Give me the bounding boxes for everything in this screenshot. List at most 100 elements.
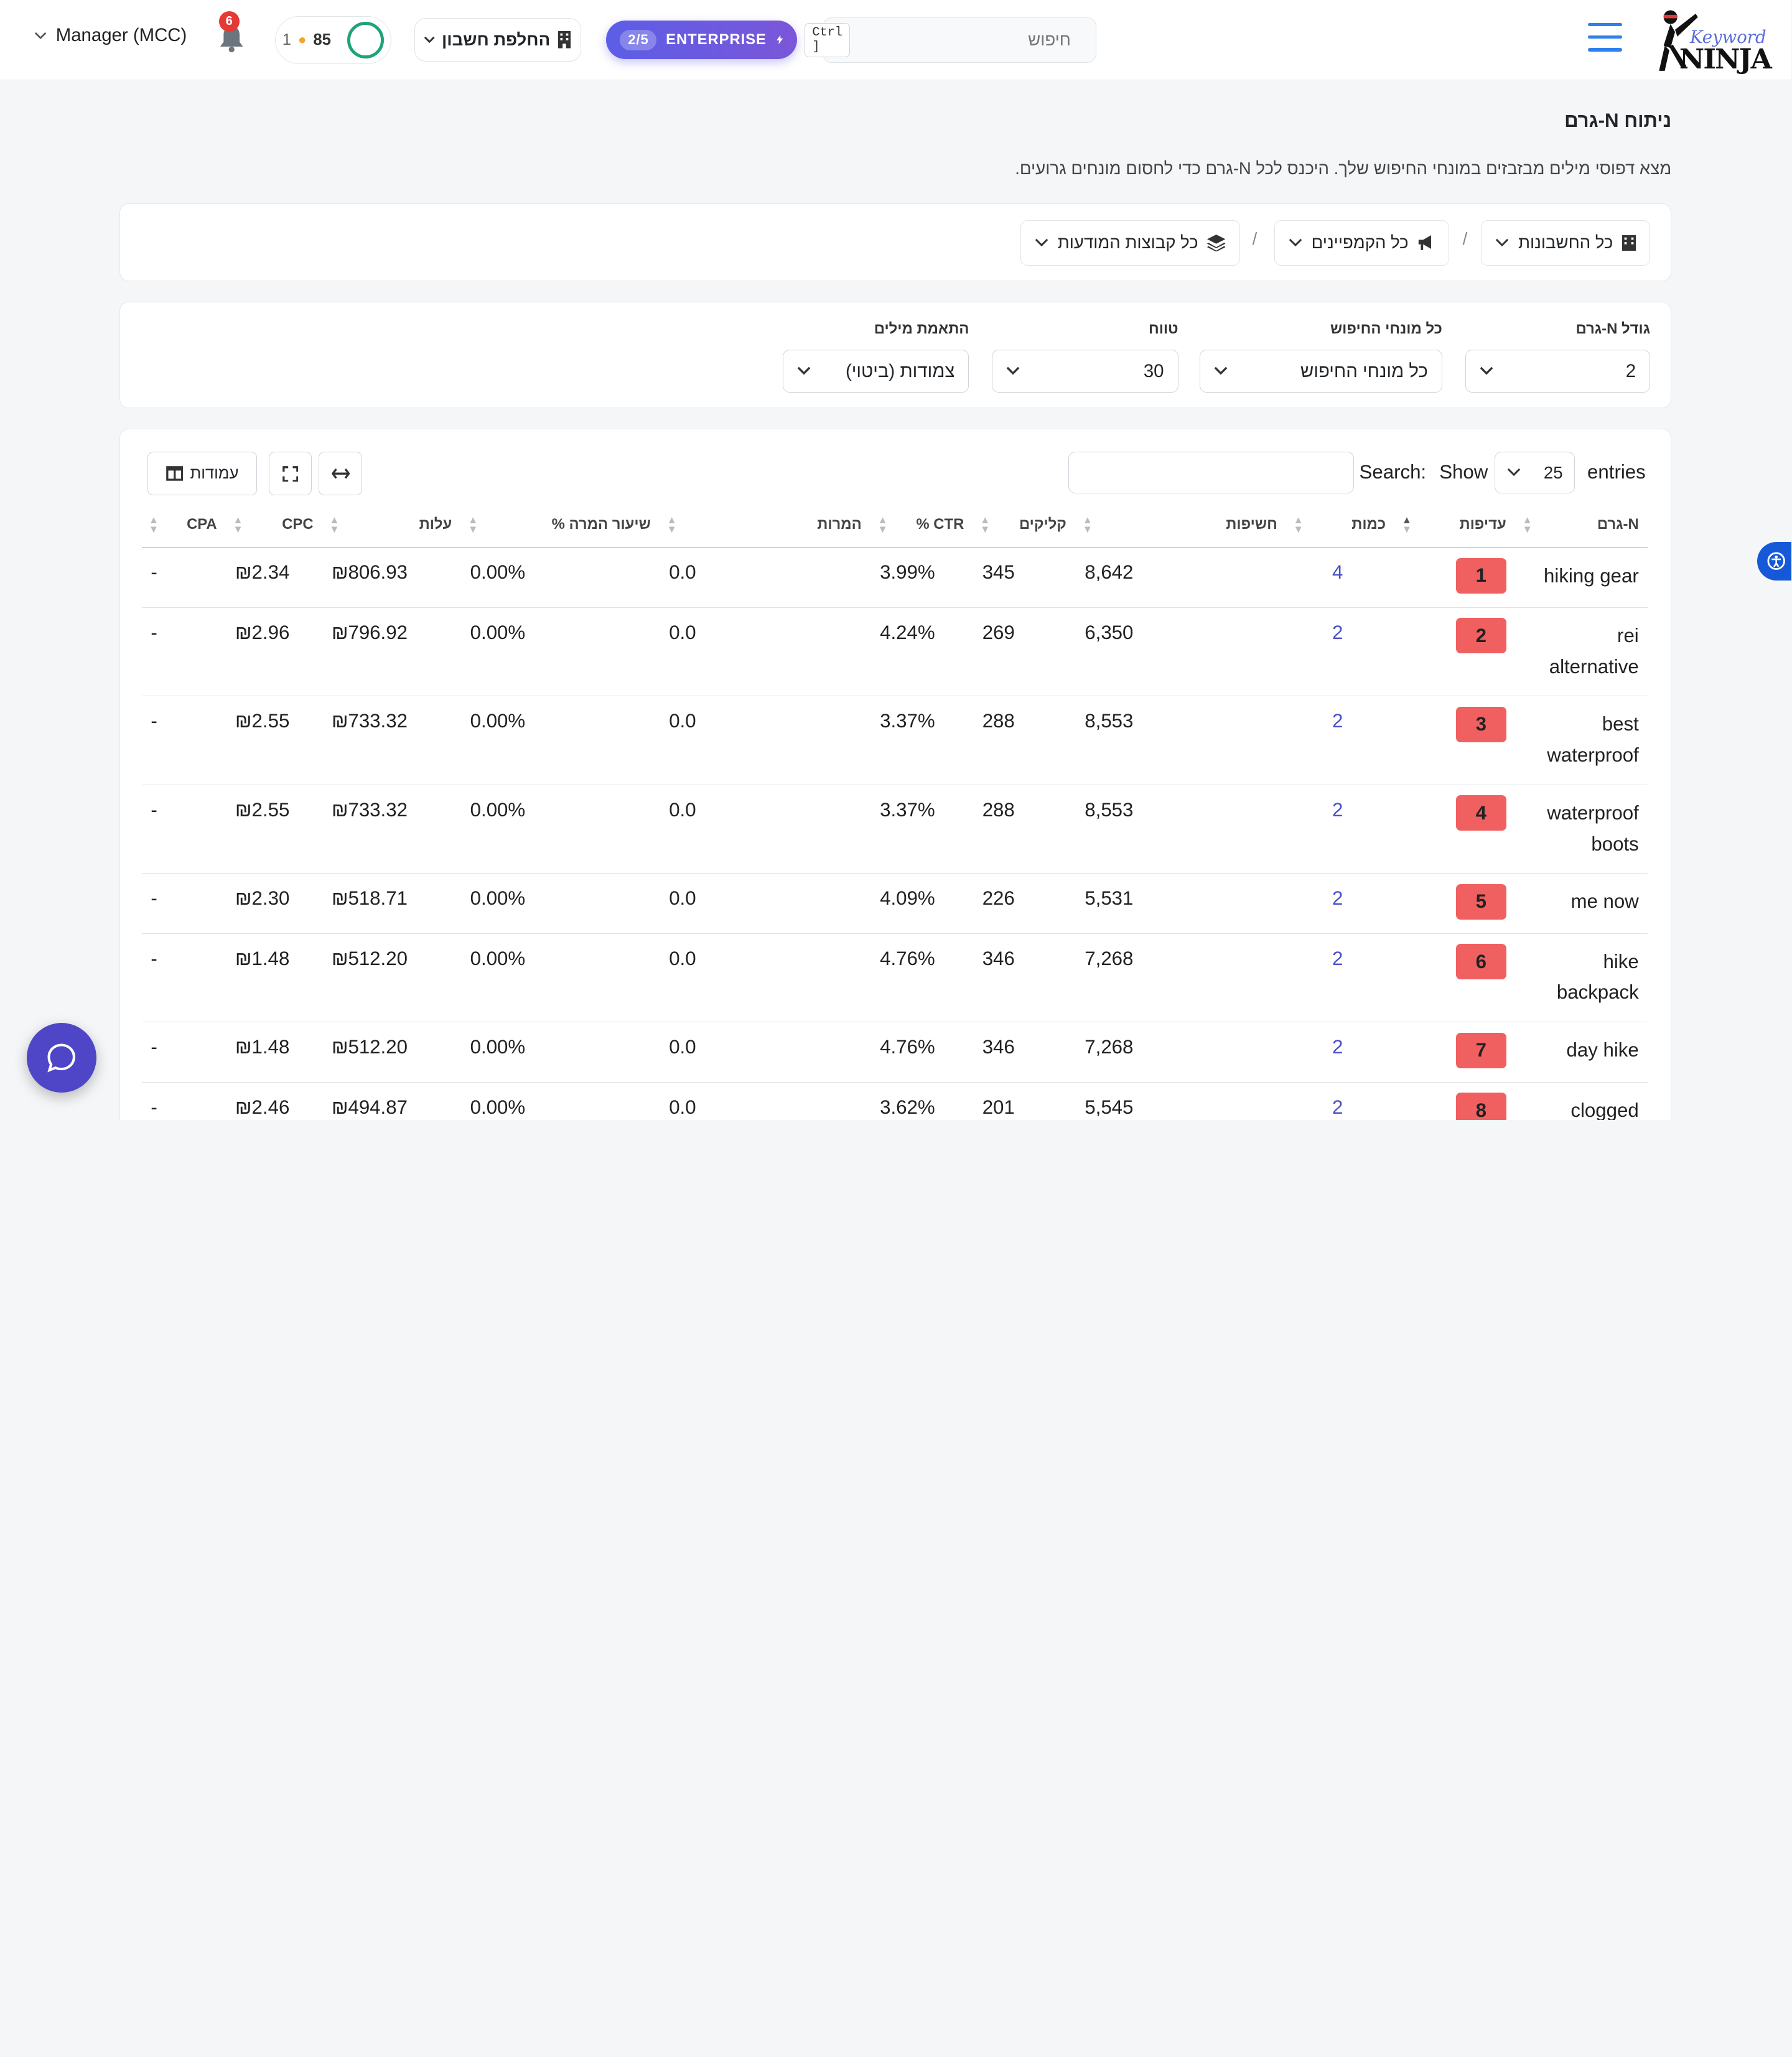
cell-priority: 7 (1395, 1022, 1516, 1083)
campaigns-filter[interactable]: כל הקמפיינים (1274, 220, 1450, 266)
cell-cost: ₪806.93 (323, 547, 462, 608)
column-header-ctr[interactable]: CTR % ▲ ▼ (871, 506, 974, 548)
cell-ngram[interactable]: hike backpack (1516, 933, 1649, 1023)
cell-ngram[interactable]: hiking gear (1516, 547, 1649, 608)
cell-ngram[interactable]: day hike (1516, 1022, 1649, 1083)
chevron-down-icon (798, 366, 811, 375)
table-row[interactable]: rei alternative 2 2 6,350 269 4.24% 0.0 0.00% ₪7… (142, 607, 1649, 697)
cell-ngram[interactable]: clogged drain (1516, 1082, 1649, 1120)
global-search[interactable]: Ctrl ] (805, 17, 1098, 63)
table-body: hiking gear 1 4 8,642 345 3.99% 0.0 0.00% ₪806.9… (142, 547, 1649, 1120)
search-input[interactable] (850, 30, 1071, 50)
search-terms-label: כל מונחי החיפוש (1330, 320, 1443, 338)
menu-toggle-button[interactable] (1589, 22, 1623, 55)
column-header-ngram[interactable]: N-גרם ▲ ▼ (1516, 506, 1649, 548)
range-select[interactable]: 30 (992, 349, 1179, 393)
cell-count[interactable]: 2 (1287, 607, 1396, 697)
cell-priority: 2 (1395, 607, 1516, 697)
column-header-count[interactable]: כמות ▲ ▼ (1287, 506, 1396, 548)
column-header-cpc[interactable]: CPC ▲ ▼ (226, 506, 324, 548)
cell-count[interactable]: 2 (1287, 696, 1396, 785)
column-header-label: CPC (282, 516, 314, 533)
enterprise-plan-button[interactable]: 2/5 ENTERPRISE (607, 21, 798, 60)
page-size-select[interactable]: 25 (1495, 452, 1575, 493)
table-row[interactable]: hike backpack 6 2 7,268 346 4.76% 0.0 0.00% ₪512… (142, 933, 1649, 1023)
cell-count[interactable]: 4 (1287, 547, 1396, 608)
cell-count[interactable]: 2 (1287, 785, 1396, 874)
cell-ngram[interactable]: best waterproof (1516, 696, 1649, 785)
cell-cost: ₪733.32 (323, 785, 462, 874)
cell-clicks: 269 (974, 607, 1076, 697)
accounts-filter[interactable]: כל החשבונות (1482, 220, 1651, 266)
ngram-size-select[interactable]: 2 (1465, 349, 1651, 393)
breadcrumb-separator: / (1463, 229, 1468, 249)
cell-ngram[interactable]: waterproof boots (1516, 785, 1649, 874)
sort-arrows-icon: ▲ ▼ (233, 514, 244, 536)
sort-arrows-icon: ▲ ▼ (330, 514, 340, 536)
table-search-input[interactable] (1069, 452, 1355, 493)
chevron-down-icon (1035, 238, 1049, 247)
building-icon (559, 31, 572, 49)
cell-count[interactable]: 2 (1287, 933, 1396, 1023)
cell-impressions: 8,553 (1076, 785, 1287, 874)
count-link[interactable]: 2 (1332, 947, 1344, 969)
cell-clicks: 346 (974, 1022, 1076, 1083)
cell-conversions: 0.0 (660, 933, 872, 1023)
fullscreen-button[interactable] (269, 452, 313, 496)
count-link[interactable]: 2 (1332, 1096, 1344, 1118)
table-header-row: N-גרם ▲ ▼ עדיפות ▲ ▼ כמות ▲ ▼ חשיפות ▲ ▼ קליקים ▲ ▼ CTR… (142, 506, 1649, 548)
cell-count[interactable]: 2 (1287, 873, 1396, 934)
table-row[interactable]: best waterproof 3 2 8,553 288 3.37% 0.0 0.00% ₪7… (142, 696, 1649, 785)
account-selector[interactable]: Manager (MCC) (35, 25, 187, 46)
count-link[interactable]: 2 (1332, 710, 1344, 732)
table-row[interactable]: waterproof boots 4 2 8,553 288 3.37% 0.0 0.00% ₪… (142, 785, 1649, 874)
column-header-conv-rate[interactable]: שיעור המרה % ▲ ▼ (461, 506, 661, 548)
accessibility-button[interactable] (1757, 541, 1792, 581)
column-header-cost[interactable]: עלות ▲ ▼ (323, 506, 462, 548)
logo-ninja-text: NINJA (1679, 43, 1773, 75)
notifications-button[interactable]: 6 (217, 11, 245, 55)
cell-count[interactable]: 2 (1287, 1022, 1396, 1083)
ad-groups-filter[interactable]: כל קבוצות המודעות (1020, 220, 1241, 266)
cell-count[interactable]: 2 (1287, 1082, 1396, 1120)
top-bar: Keyword NINJA Ctrl ] 2/5 ENTERPRISE (0, 0, 1792, 80)
columns-icon (167, 466, 184, 482)
cell-cost: ₪796.92 (323, 607, 462, 697)
column-header-impressions[interactable]: חשיפות ▲ ▼ (1076, 506, 1287, 548)
word-match-select[interactable]: צמודות (ביטוי) (783, 349, 970, 393)
column-header-clicks[interactable]: קליקים ▲ ▼ (974, 506, 1076, 548)
app: Keyword NINJA Ctrl ] 2/5 ENTERPRISE (0, 0, 1792, 1120)
table-row[interactable]: clogged drain 8 2 5,5452013.62%0.00.00%₪494… (142, 1082, 1649, 1120)
column-header-cpa[interactable]: CPA ▲ ▼ (142, 506, 227, 548)
chat-button[interactable] (27, 1022, 98, 1093)
cell-ctr: 3.37% (871, 696, 974, 785)
column-header-priority[interactable]: עדיפות ▲ ▼ (1395, 506, 1516, 548)
score-widget[interactable]: 1 ● 85 (275, 16, 393, 64)
column-header-label: CTR % (917, 516, 965, 533)
cell-priority: 3 (1395, 696, 1516, 785)
columns-button[interactable]: עמודות (147, 452, 258, 496)
cell-ngram[interactable]: rei alternative (1516, 607, 1649, 697)
cell-cost: ₪512.20 (323, 1022, 462, 1083)
ngram-size-label: גודל N-גרם (1576, 320, 1651, 338)
page-subtitle: מצא דפוסי מילים מבזבזים במונחי החיפוש של… (1015, 159, 1673, 179)
column-header-conversions[interactable]: המרות ▲ ▼ (660, 506, 872, 548)
cell-ngram[interactable]: me now (1516, 873, 1649, 934)
count-link[interactable]: 2 (1332, 798, 1344, 821)
count-link[interactable]: 2 (1332, 1036, 1344, 1058)
ngram-table: N-גרם ▲ ▼ עדיפות ▲ ▼ כמות ▲ ▼ חשיפות ▲ ▼ קליקים ▲ ▼ CTR… (142, 506, 1649, 1120)
count-link[interactable]: 4 (1332, 561, 1344, 584)
width-toggle-button[interactable] (319, 452, 363, 496)
count-link[interactable]: 2 (1332, 887, 1344, 910)
fire-icon: ● (299, 32, 307, 48)
count-link[interactable]: 2 (1332, 621, 1344, 643)
plan-label: ENTERPRISE (666, 31, 767, 49)
table-row[interactable]: me now 5 2 5,531 226 4.09% 0.0 0.00% ₪518.71 ₪2.3… (142, 873, 1649, 934)
table-row[interactable]: day hike 7 2 7,268 346 4.76% 0.0 0.00% ₪512.20 ₪1… (142, 1022, 1649, 1083)
search-terms-select[interactable]: כל מונחי החיפוש (1200, 349, 1443, 393)
switch-account-button[interactable]: החלפת חשבון (414, 18, 582, 62)
logo[interactable]: Keyword NINJA (1657, 4, 1773, 75)
building-icon (1623, 235, 1637, 251)
table-row[interactable]: hiking gear 1 4 8,642 345 3.99% 0.0 0.00% ₪806.9… (142, 547, 1649, 608)
column-header-label: חשיפות (1226, 516, 1278, 533)
